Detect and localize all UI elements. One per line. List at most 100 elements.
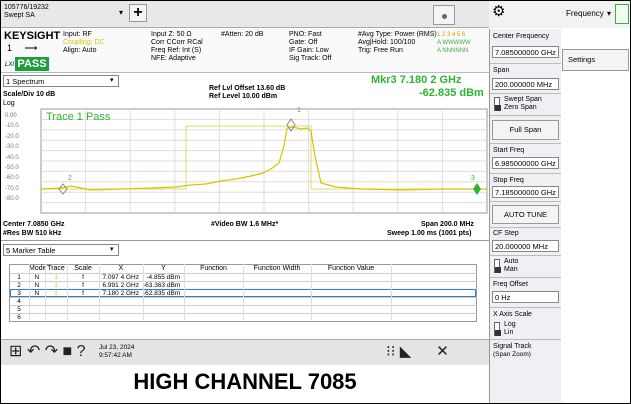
softkey-label: X Axis Scale	[493, 311, 532, 318]
column-line	[99, 264, 100, 320]
gear-icon[interactable]: ⚙	[492, 3, 506, 20]
separator	[490, 93, 561, 94]
table-cell: -63.363 dBm	[143, 282, 181, 289]
sweep-setting: IF Gain: Low	[289, 47, 329, 54]
column-header: Scale	[74, 265, 92, 272]
date: Jul 23, 2024	[99, 344, 135, 351]
separator	[490, 63, 561, 64]
caption: HIGH CHANNEL 7085	[133, 369, 357, 394]
menu-bar	[489, 1, 630, 28]
softkey-value[interactable]: 7.085000000 GHz	[492, 46, 559, 58]
softkey-value[interactable]: 0 Hz	[492, 291, 559, 303]
softkey-button[interactable]: AUTO TUNE	[492, 205, 559, 224]
status-button[interactable]	[433, 5, 455, 25]
coupling: Coupling: DC	[63, 39, 105, 46]
lxi: LXI	[5, 62, 15, 68]
scale-type: Log	[3, 100, 15, 107]
column-line	[45, 264, 46, 320]
column-header: Function Value	[327, 265, 375, 272]
separator	[490, 115, 561, 116]
radio-selected	[495, 330, 501, 336]
table-cell: 1	[17, 274, 21, 281]
time: 9:57:42 AM	[99, 352, 132, 359]
y-tick-label: -30.0	[5, 144, 19, 151]
divider	[1, 240, 489, 241]
sweep-setting: Sig Track: Off	[289, 55, 332, 62]
trace	[40, 126, 487, 191]
instrument-id: 105776/19232	[4, 4, 49, 11]
ref-offset: Ref Lvl Offset 13.60 dB	[209, 85, 286, 92]
separator	[490, 339, 561, 340]
column-header: X	[118, 265, 124, 272]
column-line	[29, 264, 30, 320]
table-cell: 6	[17, 314, 21, 321]
column-line	[143, 264, 144, 320]
radio-selected	[495, 267, 501, 273]
radio-option[interactable]: Auto	[504, 258, 519, 265]
marker-frequency: Mkr3 7.180 2 GHz	[371, 74, 462, 86]
table-cell: 6.991 2 GHz	[102, 282, 140, 289]
align: Align: Auto	[63, 47, 97, 54]
input-setting: Freq Ref: Int (S)	[151, 47, 202, 54]
softkey-label: Start Freq	[493, 147, 525, 154]
separator	[490, 201, 561, 202]
window-selector[interactable]: 1 Spectrum	[3, 75, 119, 87]
column-line	[391, 264, 392, 320]
sweep: Sweep 1.00 ms (1001 pts)	[387, 230, 472, 237]
taskbar-icons[interactable]: ⊞ ↶ ↷ ■ ?	[9, 343, 86, 360]
table-cell: f	[82, 290, 84, 297]
trace-indicator: A WWWWW	[437, 40, 471, 46]
marker-1	[286, 118, 296, 132]
radio-option[interactable]: Lin	[504, 329, 514, 336]
marker-2	[58, 183, 68, 195]
dropdown-arrow[interactable]: ▾	[119, 8, 124, 17]
radio-option[interactable]: Swept Span	[504, 96, 542, 103]
avg-setting: #Avg Type: Power (RMS)	[358, 31, 437, 38]
separator	[490, 173, 561, 174]
scale-div: Scale/Div 10 dB	[3, 91, 56, 98]
y-tick-label: -10.0	[5, 123, 19, 130]
radio-option[interactable]: Zero Span	[504, 104, 537, 111]
brand: KEYSIGHT	[4, 30, 61, 42]
radio-selected	[495, 105, 501, 111]
column-header: Y	[161, 265, 166, 272]
column-header: Function	[200, 265, 227, 272]
column-header: Trace	[47, 265, 65, 272]
radio-option[interactable]: Man	[504, 266, 518, 273]
table-cell: N	[34, 282, 40, 289]
trace-indicator: 1 2 3 4 5 6	[437, 32, 466, 38]
top-bar	[1, 1, 489, 28]
mode: Swept SA	[4, 12, 35, 19]
sweep-setting: PNO: Fast	[289, 31, 322, 38]
separator	[490, 255, 561, 256]
table-cell: -62.835 dBm	[143, 290, 181, 297]
softkey-value[interactable]: 6.985000000 GHz	[492, 157, 559, 169]
pass-status: PASS	[15, 57, 49, 71]
table-cell: N	[34, 290, 40, 297]
input-setting: Corr CCorr RCal	[151, 39, 203, 46]
dropdown-arrow[interactable]: ▾	[110, 77, 114, 84]
menu-icon[interactable]	[615, 4, 629, 24]
column-line	[311, 264, 312, 320]
table-selector[interactable]: 5 Marker Table	[3, 244, 119, 256]
table-cell: 2	[17, 282, 21, 289]
separator	[490, 277, 561, 278]
marker-label: 1	[297, 107, 301, 114]
softkey-label: CF Step	[493, 230, 519, 237]
dropdown-arrow[interactable]: ▾	[110, 246, 114, 253]
y-tick-label: -70.0	[5, 185, 19, 192]
res-bw: #Res BW 510 kHz	[3, 230, 62, 237]
softkey-button[interactable]: Full Span	[492, 120, 559, 140]
softkey-value[interactable]: 7.185000000 GHz	[492, 186, 559, 198]
radio-option[interactable]: Log	[504, 321, 516, 328]
softkey-value[interactable]: 200.000000 MHz	[492, 78, 559, 90]
menu-title[interactable]: Frequency	[566, 9, 604, 18]
separator	[490, 227, 561, 228]
marker-3	[473, 183, 481, 195]
taskbar-tools[interactable]: ⁝⁝ ◣ ✕	[386, 343, 449, 360]
settings-tab[interactable]: Settings	[562, 49, 629, 71]
add-button[interactable]: +	[129, 4, 147, 22]
menu-arrow[interactable]: ▾	[607, 9, 612, 18]
table-cell: 1	[54, 274, 58, 281]
softkey-value[interactable]: 20.000000 MHz	[492, 240, 559, 252]
